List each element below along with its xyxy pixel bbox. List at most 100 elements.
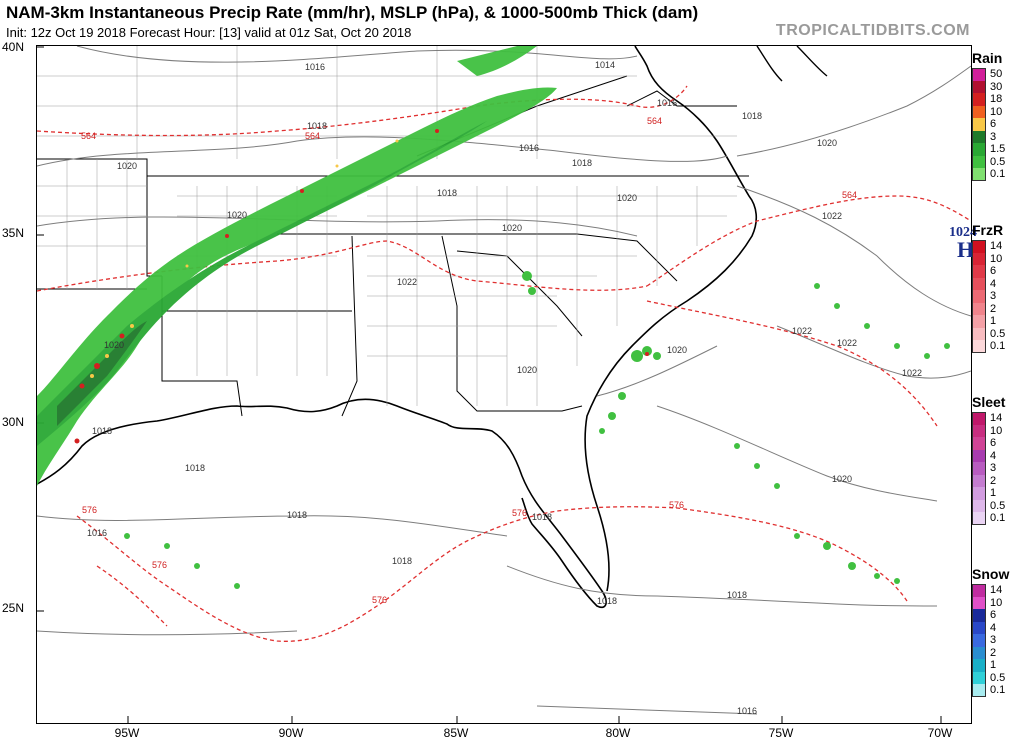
isobar-label: 1022	[902, 368, 922, 378]
isobar-label: 1022	[792, 326, 812, 336]
legend-rain-row: 18	[972, 93, 1022, 106]
legend-swatch	[972, 512, 986, 525]
legend-snow: Snow 14 10 6 4 3 2 1 0.5 0.1	[972, 566, 1022, 697]
isobar-label: 1018	[307, 121, 327, 131]
legend-value: 10	[990, 596, 1003, 609]
county-lines	[37, 46, 737, 406]
legend-sleet-title: Sleet	[972, 394, 1006, 410]
legend-swatch	[972, 315, 986, 328]
isobar-label: 1014	[595, 60, 615, 70]
legend-value: 1	[990, 315, 997, 328]
legend-swatch	[972, 621, 986, 634]
legend-value: 10	[990, 252, 1003, 265]
legend-swatch	[972, 340, 986, 353]
legend-swatch	[972, 634, 986, 647]
map-title: NAM-3km Instantaneous Precip Rate (mm/hr…	[6, 3, 699, 22]
legend-value: 4	[990, 449, 997, 462]
isobar-label: 1018	[572, 158, 592, 168]
high-pressure-letter: H	[957, 237, 975, 262]
legend-swatch	[972, 143, 986, 156]
legend-value: 6	[990, 265, 997, 278]
legend-rain-scale: 50 30 18 10 6 3 1.5 0.5 0.1	[972, 68, 1022, 181]
legend-value: 6	[990, 609, 997, 622]
isobar-label: 1020	[817, 138, 837, 148]
legend-sleet-scale: 14 10 6 4 3 2 1 0.5 0.1	[972, 412, 1022, 525]
precip-band	[37, 46, 557, 486]
legend-swatch	[972, 155, 986, 168]
map-canvas: 1016 1014 1018 1016 1016 1018 1018 1020 …	[37, 46, 971, 723]
isobar-label: 1018	[437, 188, 457, 198]
isobar-label: 1018	[92, 426, 112, 436]
legend-value: 0.1	[990, 684, 1006, 697]
legend-value: 0.5	[990, 327, 1006, 340]
precip-cells	[124, 271, 950, 589]
legend-swatch	[972, 93, 986, 106]
legend-value: 1.5	[990, 143, 1006, 156]
isobar-label: 1020	[227, 210, 247, 220]
thickness-label: 564	[81, 131, 96, 141]
legend-swatch	[972, 659, 986, 672]
site-brand[interactable]: TROPICALTIDBITS.COM	[775, 22, 970, 39]
legend-value: 2	[990, 646, 997, 659]
legend-frzr-row: 0.1	[972, 340, 1022, 353]
isobar-label: 1016	[87, 528, 107, 538]
weather-map[interactable]: 1016 1014 1018 1016 1016 1018 1018 1020 …	[36, 45, 972, 724]
legend-sleet-row: 2	[972, 474, 1022, 487]
thickness-label: 576	[669, 500, 684, 510]
legend-swatch	[972, 118, 986, 131]
precip-moderate	[90, 139, 399, 378]
legend-value: 6	[990, 118, 997, 131]
isobar-label: 1018	[392, 556, 412, 566]
thickness-lines	[37, 85, 971, 642]
legend-value: 0.1	[990, 340, 1006, 353]
legend-rain-row: 0.5	[972, 155, 1022, 168]
legend-value: 6	[990, 437, 997, 450]
isobar-label: 1020	[832, 474, 852, 484]
legend-sleet-row: 14	[972, 412, 1022, 425]
isobars	[37, 46, 971, 715]
legend-rain-row: 0.1	[972, 168, 1022, 181]
isobar-label: 1018	[287, 510, 307, 520]
legend-swatch	[972, 412, 986, 425]
legend-swatch	[972, 327, 986, 340]
legend-snow-row: 10	[972, 596, 1022, 609]
thickness-label: 576	[152, 560, 167, 570]
legend-swatch	[972, 424, 986, 437]
high-pressure-marker: 1024 H	[949, 226, 977, 262]
legend-value: 4	[990, 277, 997, 290]
legend-snow-row: 2	[972, 646, 1022, 659]
legend-rain-row: 6	[972, 118, 1022, 131]
legend-frzr-row: 4	[972, 277, 1022, 290]
legend-swatch	[972, 80, 986, 93]
legend-snow-row: 14	[972, 584, 1022, 597]
lat-label-30n: 30N	[2, 415, 25, 429]
legend-swatch	[972, 449, 986, 462]
legend-swatch	[972, 487, 986, 500]
legend-swatch	[972, 474, 986, 487]
legend-swatch	[972, 499, 986, 512]
legend-swatch	[972, 265, 986, 278]
thickness-label: 576	[372, 595, 387, 605]
isobar-label: 1016	[737, 706, 757, 716]
legend-swatch	[972, 252, 986, 265]
isobar-label: 1016	[519, 143, 539, 153]
legend-value: 0.1	[990, 168, 1006, 181]
legend-rain-row: 3	[972, 130, 1022, 143]
thickness-label: 576	[82, 505, 97, 515]
legend-value: 1	[990, 659, 997, 672]
thickness-label: 564	[842, 190, 857, 200]
precip-cores	[74, 129, 649, 444]
isobar-label: 1022	[397, 277, 417, 287]
isobar-label: 1018	[727, 590, 747, 600]
legend-frzr-row: 1	[972, 315, 1022, 328]
legend-value: 3	[990, 290, 997, 303]
legend-sleet-row: 4	[972, 449, 1022, 462]
legend-snow-row: 0.5	[972, 671, 1022, 684]
legend-frzr-row: 6	[972, 265, 1022, 278]
legend-rain-title: Rain	[972, 50, 1003, 66]
legend-value: 0.5	[990, 155, 1006, 168]
thickness-label: 576	[512, 508, 527, 518]
legend-value: 10	[990, 424, 1003, 437]
isobar-label: 1022	[837, 338, 857, 348]
legend-swatch	[972, 646, 986, 659]
